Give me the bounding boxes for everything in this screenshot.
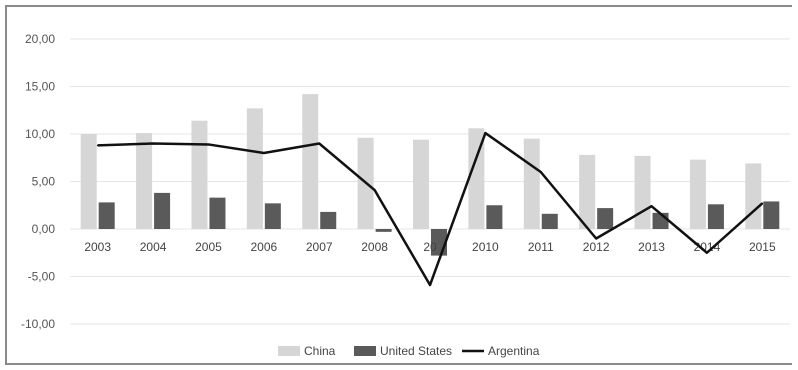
- argentina-point-2013: [650, 205, 653, 207]
- legend-label: Argentina: [488, 344, 540, 358]
- x-tick-label: 2006: [250, 240, 277, 254]
- argentina-point-2014: [706, 251, 708, 254]
- argentina-point-2012: [595, 237, 597, 240]
- argentina-point-2005: [207, 143, 210, 146]
- x-tick-label: 2010: [472, 240, 499, 254]
- legend-label: China: [304, 344, 336, 358]
- y-tick-label: 0,00: [32, 222, 56, 236]
- china-bar-2006: [246, 108, 263, 229]
- x-tick-label: 2008: [361, 240, 388, 254]
- argentina-point-2010: [484, 132, 487, 134]
- us-bar-2010: [486, 205, 503, 229]
- legend-swatch: [278, 346, 300, 356]
- china-bar-2004: [136, 133, 153, 229]
- china-bar-2005: [191, 120, 208, 229]
- us-bar-2014: [707, 204, 724, 229]
- us-bar-2008: [375, 229, 392, 232]
- x-tick-label: 2004: [140, 240, 167, 254]
- x-tick-label: 2015: [749, 240, 776, 254]
- y-tick-label: -5,00: [28, 270, 56, 284]
- x-tick-label: 2007: [306, 240, 333, 254]
- china-bar-2009: [413, 139, 429, 229]
- china-bar-2015: [745, 163, 762, 229]
- y-tick-label: 10,00: [25, 127, 55, 141]
- argentina-point-2011: [539, 171, 542, 173]
- x-tick-label: 2014: [694, 240, 721, 254]
- china-bar-2007: [302, 94, 319, 229]
- us-bar-2004: [154, 192, 171, 229]
- us-bar-2012: [597, 208, 614, 229]
- line-series: [96, 131, 764, 287]
- legend-swatch: [354, 346, 376, 356]
- x-axis: 2003 2004 2005 2006 2007 2008 20 2010 2011 2012 20…: [84, 240, 776, 254]
- argentina-point-2003: [96, 144, 99, 147]
- china-bar-2010: [468, 128, 485, 229]
- x-tick-label: 2003: [84, 240, 111, 254]
- gridlines: [70, 38, 790, 325]
- china-bar-2012: [579, 154, 596, 229]
- x-tick-label: 2011: [528, 240, 554, 254]
- bar-series: [80, 94, 780, 256]
- x-tick-label: 2013: [638, 240, 665, 254]
- y-tick-label: 15,00: [25, 80, 55, 94]
- x-tick-label: 2005: [195, 240, 222, 254]
- legend: China United States Argentina: [278, 344, 540, 358]
- argentina-point-2006: [263, 152, 265, 154]
- y-tick-label: 5,00: [32, 175, 56, 189]
- china-bar-2013: [634, 155, 651, 229]
- x-tick-label: 20: [423, 240, 437, 254]
- us-bar-2011: [541, 213, 558, 229]
- argentina-point-2015: [761, 202, 764, 205]
- us-bar-2006: [264, 203, 281, 229]
- china-bar-2003: [80, 134, 97, 229]
- argentina-point-2009: [429, 284, 431, 286]
- x-tick-label: 2012: [583, 240, 610, 254]
- y-axis: 20,00 15,00 10,00 5,00 0,00 -5,00 -10,00: [21, 32, 55, 331]
- us-bar-2005: [209, 197, 226, 229]
- y-tick-label: 20,00: [25, 32, 55, 46]
- us-bar-2015: [763, 201, 780, 229]
- china-bar-2011: [523, 138, 540, 229]
- argentina-point-2004: [152, 142, 154, 145]
- argentina-point-2007: [318, 142, 321, 145]
- argentina-point-2008: [373, 189, 376, 191]
- us-bar-2003: [98, 202, 115, 229]
- us-bar-2007: [320, 211, 337, 229]
- y-tick-label: -10,00: [21, 317, 55, 331]
- china-bar-2014: [689, 159, 706, 229]
- legend-label: United States: [380, 344, 452, 358]
